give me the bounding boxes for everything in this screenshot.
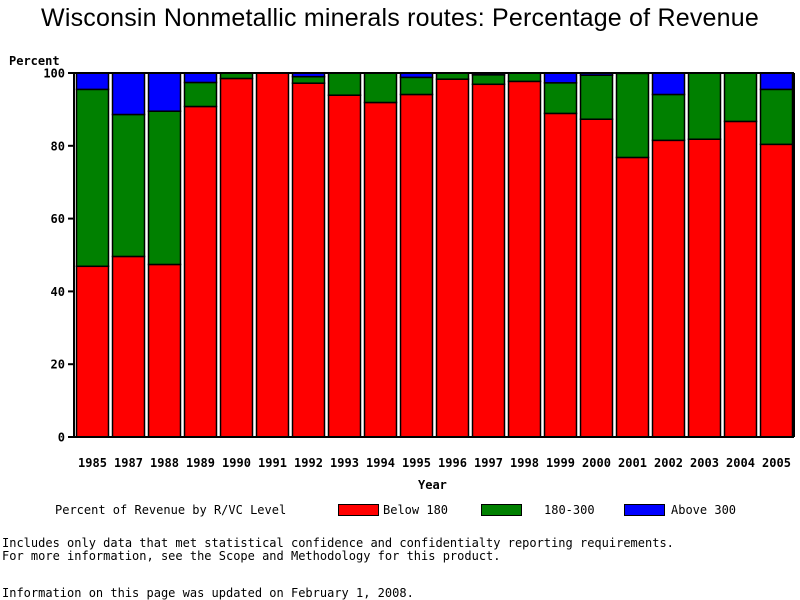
bar-1985-180-300 (75, 88, 110, 268)
bar-2000-below-180 (579, 118, 614, 438)
bar-1988-180-300 (147, 110, 182, 266)
x-tick-label: 2001 (618, 456, 647, 470)
bar-1994-below-180 (363, 101, 398, 438)
bar-1998-180-300 (507, 72, 542, 83)
bar-1993-180-300 (327, 72, 362, 96)
bar-1997-180-300 (471, 74, 506, 86)
bar-2002-below-180 (651, 139, 686, 438)
legend-label-180-300: 180-300 (544, 503, 595, 517)
bar-2002-180-300 (651, 93, 686, 142)
bar-1988-above-300 (147, 72, 182, 112)
legend: Percent of Revenue by R/VC Level Below 1… (0, 503, 800, 519)
bar-1989-below-180 (183, 105, 218, 438)
bar-2005-above-300 (759, 72, 794, 91)
bar-2001-180-300 (615, 72, 650, 159)
x-tick-label: 2005 (762, 456, 791, 470)
x-tick-label: 1996 (438, 456, 467, 470)
bar-1994-180-300 (363, 72, 398, 104)
bar-2004-180-300 (723, 72, 758, 123)
bar-1987-below-180 (111, 255, 146, 438)
x-tick-label: 1992 (294, 456, 323, 470)
bar-2003-180-300 (687, 72, 722, 140)
bar-1995-180-300 (399, 76, 434, 96)
chart-title: Wisconsin Nonmetallic minerals routes: P… (41, 4, 759, 32)
legend-title: Percent of Revenue by R/VC Level (55, 503, 287, 517)
bar-1993-below-180 (327, 94, 362, 438)
bar-1990-below-180 (219, 77, 254, 438)
y-tick-label: 100 (43, 67, 65, 81)
x-tick-label: 1993 (330, 456, 359, 470)
x-tick-label: 1997 (474, 456, 503, 470)
bar-1989-above-300 (183, 72, 218, 84)
bar-1997-below-180 (471, 83, 506, 438)
y-tick-label: 20 (51, 358, 65, 372)
x-tick-label: 2000 (582, 456, 611, 470)
x-tick-label: 2004 (726, 456, 755, 470)
bar-2005-180-300 (759, 88, 794, 146)
bar-1996-below-180 (435, 78, 470, 438)
x-axis-label: Year (418, 478, 447, 492)
bar-1989-180-300 (183, 81, 218, 108)
bar-1992-180-300 (291, 75, 326, 84)
x-tick-label: 1989 (186, 456, 215, 470)
bar-1999-above-300 (543, 72, 578, 84)
x-tick-label: 1999 (546, 456, 575, 470)
legend-swatch-above-300 (624, 504, 665, 516)
bar-2002-above-300 (651, 72, 686, 96)
y-tick-label: 0 (58, 431, 65, 445)
x-tick-label: 1987 (114, 456, 143, 470)
x-tick-label: 1985 (78, 456, 107, 470)
x-tick-label: 2002 (654, 456, 683, 470)
bar-2003-below-180 (687, 138, 722, 438)
x-tick-label: 1995 (402, 456, 431, 470)
bar-2000-180-300 (579, 74, 614, 120)
bar-1988-below-180 (147, 263, 182, 438)
x-tick-label: 1994 (366, 456, 395, 470)
y-tick-label: 80 (51, 139, 65, 153)
bar-1987-180-300 (111, 113, 146, 258)
bar-1999-below-180 (543, 112, 578, 438)
x-tick-label: 1990 (222, 456, 251, 470)
legend-label-above-300: Above 300 (671, 503, 737, 517)
bar-1987-above-300 (111, 72, 146, 116)
bar-1991-below-180 (255, 72, 290, 438)
bar-1985-above-300 (75, 72, 110, 91)
legend-swatch-below-180 (338, 504, 379, 516)
y-tick-label: 40 (51, 285, 65, 299)
x-tick-label: 1991 (258, 456, 287, 470)
bar-1998-below-180 (507, 80, 542, 438)
legend-swatch-180-300 (481, 504, 522, 516)
bar-1985-below-180 (75, 265, 110, 438)
bar-1999-180-300 (543, 82, 578, 115)
chart-plot: 1985 1987 1988 1989 1990 1991 1992 1993 1994 1995… (43, 67, 795, 470)
footnote-confidence: Includes only data that met statistical … (2, 536, 674, 550)
footnote-methodology: For more information, see the Scope and … (2, 549, 501, 563)
x-tick-label: 2003 (690, 456, 719, 470)
y-axis-label: Percent (9, 54, 60, 68)
bar-1995-below-180 (399, 93, 434, 438)
footnote-updated: Information on this page was updated on … (2, 586, 414, 600)
bar-2005-below-180 (759, 143, 794, 438)
x-tick-label: 1998 (510, 456, 539, 470)
legend-label-below-180: Below 180 (383, 503, 449, 517)
bar-2001-below-180 (615, 156, 650, 438)
x-tick-label: 1988 (150, 456, 179, 470)
bar-1992-below-180 (291, 82, 326, 438)
bar-2004-below-180 (723, 120, 758, 438)
y-tick-label: 60 (51, 212, 65, 226)
